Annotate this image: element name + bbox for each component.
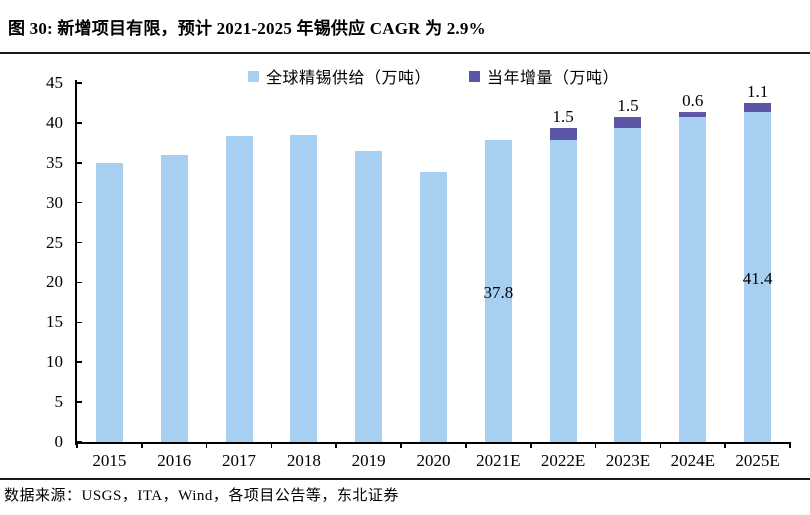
x-tick-label: 2022E — [540, 451, 586, 470]
y-tick-label: 25 — [46, 232, 63, 252]
legend-marker-supply-icon — [247, 70, 259, 82]
bar-increment-2024E — [679, 111, 707, 117]
bar-supply-2021E — [484, 140, 512, 442]
legend-item-supply: 全球精锡供给（万吨） — [247, 64, 431, 88]
bar-increment-2025E — [744, 102, 772, 112]
bar-supply-2017 — [225, 135, 253, 442]
y-tick — [77, 122, 82, 124]
bar-supply-2024E — [679, 116, 707, 442]
y-tick-label: 5 — [54, 392, 64, 412]
chart-legend: 全球精锡供给（万吨） 当年增量（万吨） — [77, 64, 790, 88]
bar-value-label: 1.5 — [617, 95, 639, 115]
bar-supply-2016 — [160, 154, 188, 442]
x-tick — [205, 443, 208, 448]
bar-supply-2022E — [549, 140, 577, 442]
y-tick-label: 15 — [46, 312, 63, 332]
bar-supply-2015 — [95, 162, 123, 442]
bar-supply-2020 — [420, 171, 447, 442]
footer-divider — [0, 478, 810, 480]
x-tick — [659, 443, 662, 448]
data-source: 数据来源：USGS，ITA，Wind，各项目公告等，东北证券 — [4, 488, 399, 504]
x-tick — [789, 443, 791, 448]
x-tick — [400, 443, 402, 448]
x-tick-label: 2018 — [286, 451, 321, 470]
x-tick-label: 2016 — [157, 451, 192, 470]
y-tick-label: 20 — [46, 272, 63, 292]
title-divider — [0, 52, 810, 54]
x-tick-label: 2021E — [476, 451, 521, 470]
bar-value-label: 0.6 — [682, 90, 704, 110]
bar-increment-2022E — [549, 128, 577, 141]
x-tick-label: 2024E — [670, 451, 715, 470]
y-tick-label: 45 — [46, 73, 63, 92]
y-tick-label: 0 — [54, 432, 64, 451]
legend-label-supply: 全球精锡供给（万吨） — [265, 70, 431, 87]
x-tick-label: 2025E — [735, 451, 780, 470]
x-tick-label: 2019 — [351, 451, 386, 470]
x-tick-label: 2023E — [605, 451, 651, 470]
x-tick — [724, 443, 726, 448]
bar-supply-2019 — [355, 150, 383, 442]
bar-supply-2018 — [290, 134, 318, 442]
x-tick — [465, 443, 467, 448]
x-tick — [141, 443, 143, 448]
legend-marker-increment-icon — [469, 70, 480, 82]
chart-title: 图 30: 新增项目有限，预计 2021-2025 年锡供应 CAGR 为 2.… — [8, 19, 486, 38]
bar-value-label: 1.5 — [552, 107, 574, 127]
y-tick-label: 30 — [46, 192, 63, 212]
x-tick — [335, 443, 338, 448]
x-tick — [529, 443, 532, 448]
y-tick — [77, 201, 82, 204]
y-tick — [77, 401, 82, 403]
y-tick — [77, 441, 82, 443]
y-axis-line — [75, 80, 77, 445]
x-tick — [76, 443, 78, 448]
x-tick-label: 2015 — [92, 451, 127, 470]
y-tick — [77, 281, 82, 284]
bar-value-label: 1.1 — [746, 81, 769, 101]
bar-value-label: 41.4 — [742, 268, 773, 288]
y-tick-label: 10 — [46, 352, 63, 372]
x-axis-line — [75, 442, 791, 444]
legend-item-increment: 当年增量（万吨） — [469, 64, 619, 88]
bar-value-label: 37.8 — [483, 283, 514, 303]
x-tick-label: 2017 — [222, 451, 257, 470]
y-tick — [77, 161, 82, 164]
bar-supply-2023E — [614, 128, 642, 442]
x-tick-label: 2020 — [416, 451, 451, 470]
y-tick-label: 35 — [46, 152, 63, 172]
bar-increment-2023E — [614, 116, 642, 129]
y-tick — [77, 321, 82, 324]
y-tick — [77, 241, 82, 244]
y-tick — [77, 82, 82, 84]
y-tick-label: 40 — [46, 112, 63, 132]
x-tick — [270, 443, 273, 448]
legend-label-increment: 当年增量（万吨） — [487, 70, 620, 87]
bar-supply-2025E — [744, 111, 772, 442]
x-tick — [594, 443, 597, 448]
y-tick — [77, 361, 82, 364]
